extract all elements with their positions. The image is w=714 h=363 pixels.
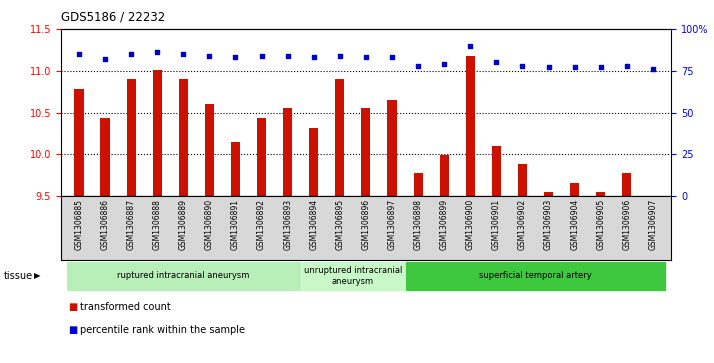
Text: percentile rank within the sample: percentile rank within the sample: [80, 325, 245, 335]
Point: [543, 65, 554, 70]
Point: [491, 60, 502, 65]
Text: ▶: ▶: [34, 272, 41, 280]
Bar: [336, 79, 344, 196]
Text: GSM1306892: GSM1306892: [257, 199, 266, 250]
Bar: [492, 146, 501, 196]
Text: GSM1306885: GSM1306885: [74, 199, 84, 250]
Bar: [283, 108, 292, 196]
Text: superficial temporal artery: superficial temporal artery: [479, 272, 592, 280]
Text: GSM1306904: GSM1306904: [570, 199, 579, 250]
Text: GSM1306897: GSM1306897: [388, 199, 396, 250]
Text: GSM1306890: GSM1306890: [205, 199, 214, 250]
Bar: [361, 108, 371, 196]
Bar: [440, 155, 449, 196]
Point: [151, 49, 163, 55]
Bar: [570, 183, 579, 196]
Point: [230, 54, 241, 60]
Point: [178, 51, 189, 57]
Point: [386, 54, 398, 60]
Text: GSM1306898: GSM1306898: [413, 199, 423, 250]
Text: GSM1306889: GSM1306889: [178, 199, 188, 250]
Bar: [388, 100, 396, 196]
Point: [595, 65, 606, 70]
Text: GSM1306886: GSM1306886: [101, 199, 109, 250]
Text: tissue: tissue: [4, 271, 33, 281]
Bar: [153, 70, 162, 196]
Point: [621, 63, 633, 69]
Point: [569, 65, 580, 70]
Bar: [622, 173, 631, 196]
Point: [438, 61, 450, 67]
Text: GSM1306887: GSM1306887: [126, 199, 136, 250]
Bar: [413, 173, 423, 196]
Text: ruptured intracranial aneurysm: ruptured intracranial aneurysm: [117, 272, 249, 280]
Text: GSM1306894: GSM1306894: [309, 199, 318, 250]
Bar: [518, 164, 527, 196]
Text: GSM1306891: GSM1306891: [231, 199, 240, 250]
Bar: [231, 142, 240, 196]
Point: [74, 51, 85, 57]
Point: [99, 56, 111, 62]
Point: [308, 54, 319, 60]
Text: GDS5186 / 22232: GDS5186 / 22232: [61, 11, 165, 24]
Text: GSM1306907: GSM1306907: [648, 199, 658, 250]
Point: [465, 43, 476, 49]
Text: GSM1306899: GSM1306899: [440, 199, 448, 250]
Point: [334, 53, 346, 59]
Bar: [74, 89, 84, 196]
Text: GSM1306905: GSM1306905: [596, 199, 605, 250]
Text: GSM1306888: GSM1306888: [153, 199, 161, 250]
Bar: [309, 127, 318, 196]
Text: GSM1306896: GSM1306896: [361, 199, 371, 250]
Text: GSM1306901: GSM1306901: [492, 199, 501, 250]
FancyBboxPatch shape: [301, 261, 405, 290]
Point: [282, 53, 293, 59]
Bar: [466, 56, 475, 196]
Text: GSM1306902: GSM1306902: [518, 199, 527, 250]
Bar: [205, 104, 214, 196]
Bar: [596, 192, 605, 196]
FancyBboxPatch shape: [66, 261, 301, 290]
Point: [126, 51, 137, 57]
FancyBboxPatch shape: [405, 261, 666, 290]
Bar: [126, 79, 136, 196]
Text: GSM1306893: GSM1306893: [283, 199, 292, 250]
Text: transformed count: transformed count: [80, 302, 171, 312]
Text: GSM1306900: GSM1306900: [466, 199, 475, 250]
Point: [413, 63, 424, 69]
Bar: [101, 118, 110, 196]
Text: unruptured intracranial
aneurysm: unruptured intracranial aneurysm: [303, 266, 402, 286]
Bar: [257, 118, 266, 196]
Bar: [544, 192, 553, 196]
Text: ■: ■: [68, 325, 77, 335]
Point: [203, 53, 215, 59]
Point: [360, 54, 371, 60]
Bar: [178, 79, 188, 196]
Point: [647, 66, 658, 72]
Point: [256, 53, 267, 59]
Point: [517, 63, 528, 69]
Text: GSM1306895: GSM1306895: [336, 199, 344, 250]
Text: GSM1306906: GSM1306906: [623, 199, 631, 250]
Text: ■: ■: [68, 302, 77, 312]
Text: GSM1306903: GSM1306903: [544, 199, 553, 250]
